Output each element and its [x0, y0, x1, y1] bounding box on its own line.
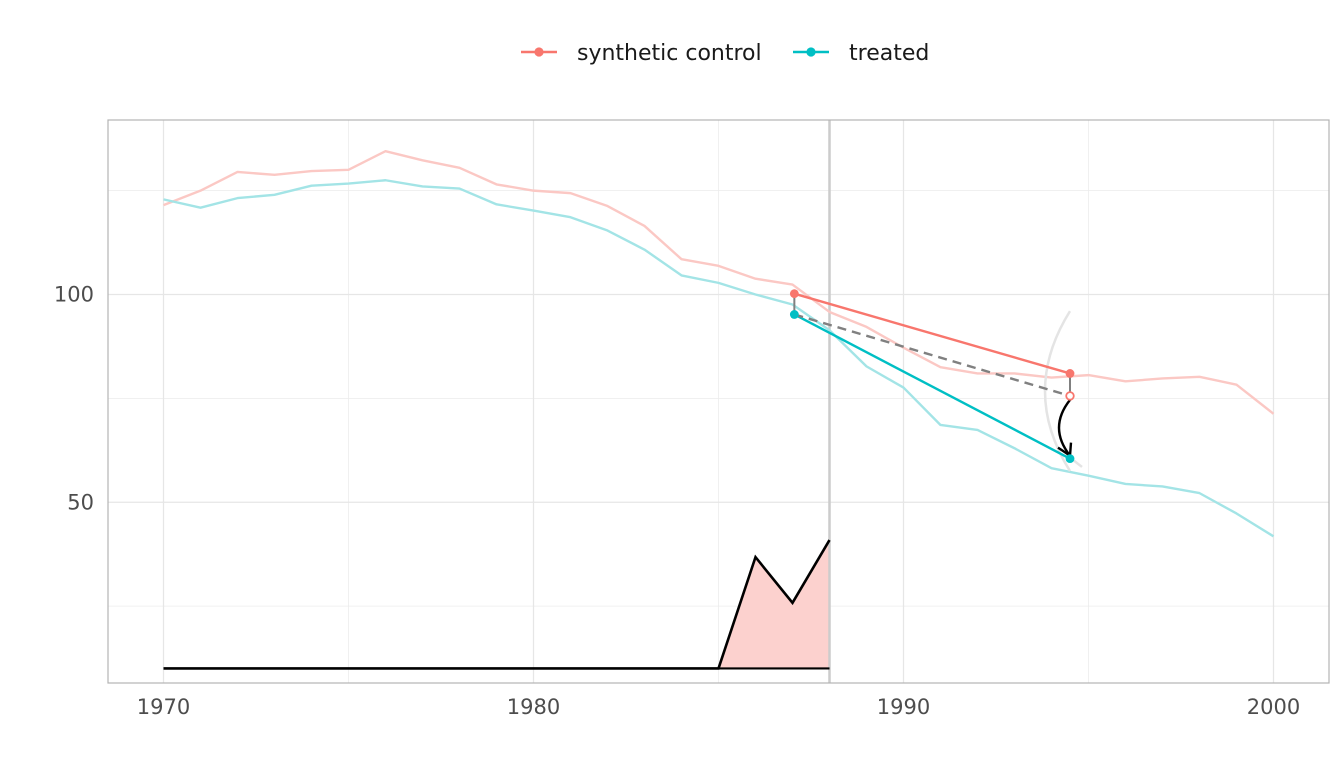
point-synthetic-end [1065, 369, 1075, 378]
grid-major [108, 120, 1329, 683]
x-tick-label: 1970 [137, 695, 190, 719]
y-tick-label: 50 [67, 490, 94, 514]
legend-dot-synthetic-control [534, 47, 544, 57]
legend-item-treated: treated [793, 41, 929, 66]
plot-area [163, 120, 1275, 683]
point-treated-start [789, 310, 799, 319]
grid-minor [108, 120, 1329, 683]
x-tick-label: 1990 [877, 695, 930, 719]
lower-area [163, 540, 830, 669]
legend-label-synthetic-control: synthetic control [577, 41, 762, 66]
legend-dot-treated [806, 47, 816, 57]
treated-segment [793, 313, 1071, 460]
point-counterfactual [1065, 391, 1075, 401]
dashed-counterfactual [794, 313, 1071, 398]
y-axis-tick-labels: 50 100 [54, 283, 94, 515]
legend-item-synthetic-control: synthetic control [521, 41, 762, 66]
series-line-treated [163, 179, 1275, 538]
point-synthetic-start [789, 289, 799, 299]
legend: synthetic control treated [521, 41, 929, 66]
synthetic-segment [794, 292, 1071, 375]
x-axis-tick-labels: 1970 1980 1990 2000 [137, 695, 1300, 719]
lower-line [163, 539, 831, 670]
arrow-curve [1057, 399, 1071, 457]
panel-border [107, 119, 1330, 684]
legend-label-treated: treated [849, 41, 929, 66]
series-line-synthetic-control [163, 149, 1275, 415]
x-tick-label: 1980 [507, 695, 560, 719]
x-tick-label: 2000 [1247, 695, 1300, 719]
point-treated-end [1065, 454, 1075, 464]
y-tick-label: 100 [54, 283, 94, 307]
